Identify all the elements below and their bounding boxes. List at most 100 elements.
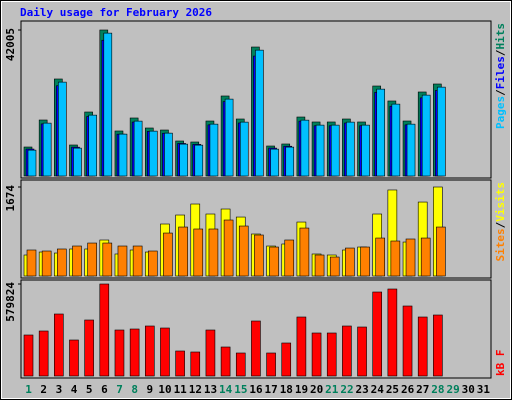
bar — [38, 330, 49, 377]
bar — [41, 250, 52, 277]
bar — [69, 339, 79, 377]
bar — [72, 245, 82, 277]
bar — [329, 256, 340, 277]
x-tick-label: 4 — [71, 383, 78, 396]
bar — [87, 242, 97, 277]
x-tick-label: 16 — [249, 383, 263, 396]
bar — [132, 245, 143, 277]
x-tick-label: 31 — [477, 383, 491, 396]
bar — [118, 133, 128, 177]
y-tick-label: 42005 — [4, 28, 17, 61]
bar — [129, 328, 140, 377]
bar — [330, 124, 340, 177]
bar — [436, 226, 446, 277]
bar — [326, 332, 337, 377]
x-tick-label: 27 — [416, 383, 429, 396]
bar — [103, 32, 113, 177]
x-tick-label: 15 — [234, 383, 247, 396]
bar — [163, 232, 173, 277]
x-tick-label: 30 — [462, 383, 475, 396]
bar — [102, 242, 113, 277]
x-tick-label: 22 — [340, 383, 353, 396]
bar — [402, 305, 413, 377]
bar — [224, 98, 234, 177]
x-tick-label: 3 — [56, 383, 63, 396]
bar — [144, 325, 155, 377]
legend-entry: Hits — [494, 23, 507, 50]
bar — [376, 88, 386, 177]
bar — [300, 119, 310, 177]
bar — [164, 132, 173, 177]
bar — [420, 237, 431, 277]
bar — [255, 49, 264, 177]
bar — [269, 246, 279, 277]
bar — [178, 226, 188, 277]
y-tick-label: 579824 — [4, 282, 17, 322]
bar — [209, 123, 219, 177]
bar — [346, 121, 355, 177]
bar — [179, 143, 188, 177]
bar — [406, 123, 416, 177]
bar — [437, 86, 446, 177]
x-tick-label: 14 — [219, 383, 233, 396]
bar — [42, 122, 52, 177]
x-tick-label: 10 — [158, 383, 171, 396]
bar — [284, 239, 295, 277]
x-tick-label: 25 — [386, 383, 399, 396]
bar — [205, 329, 216, 377]
x-tick-label: 20 — [310, 383, 323, 396]
legend-separator: / — [494, 89, 507, 96]
bar — [235, 352, 246, 377]
bar — [417, 316, 428, 377]
legend-entry: Visits — [494, 182, 507, 222]
x-tick-label: 2 — [40, 383, 47, 396]
bar — [281, 342, 292, 377]
x-tick-label: 19 — [295, 383, 308, 396]
bar — [433, 314, 443, 377]
bar — [254, 234, 264, 277]
bar — [311, 332, 322, 377]
bar — [160, 327, 170, 377]
legend-separator: / — [494, 221, 507, 228]
x-tick-label: 7 — [116, 383, 123, 396]
x-tick-label: 21 — [325, 383, 339, 396]
x-tick-label: 5 — [86, 383, 93, 396]
bar — [315, 124, 325, 177]
bar — [270, 148, 279, 177]
x-tick-label: 1 — [25, 383, 32, 396]
bar — [238, 225, 249, 277]
bar — [114, 329, 125, 377]
bar — [314, 254, 325, 277]
legend-entry: Sites — [494, 228, 507, 261]
legend-entry: kB F — [494, 350, 507, 377]
x-tick-label: 23 — [356, 383, 369, 396]
bar — [73, 147, 82, 177]
bar — [190, 351, 201, 377]
bar — [405, 238, 416, 277]
bar — [57, 248, 67, 277]
bar — [342, 325, 352, 377]
x-tick-label: 18 — [280, 383, 293, 396]
legend-entry: Pages — [494, 96, 507, 129]
bar — [26, 249, 37, 277]
bar — [391, 103, 401, 177]
bar — [223, 219, 234, 277]
bar — [299, 227, 310, 277]
x-tick-label: 9 — [147, 383, 154, 396]
bar — [99, 283, 110, 377]
x-tick-label: 12 — [189, 383, 202, 396]
x-tick-label: 24 — [371, 383, 385, 396]
legend: kB F — [494, 350, 507, 377]
x-tick-label: 13 — [204, 383, 217, 396]
x-tick-label: 17 — [265, 383, 278, 396]
bar — [147, 250, 158, 277]
bar — [266, 352, 276, 377]
bar — [251, 320, 261, 377]
bar — [239, 121, 249, 177]
bar — [88, 114, 97, 177]
x-tick-label: 28 — [431, 383, 444, 396]
bar — [84, 319, 94, 377]
bar — [148, 130, 158, 177]
